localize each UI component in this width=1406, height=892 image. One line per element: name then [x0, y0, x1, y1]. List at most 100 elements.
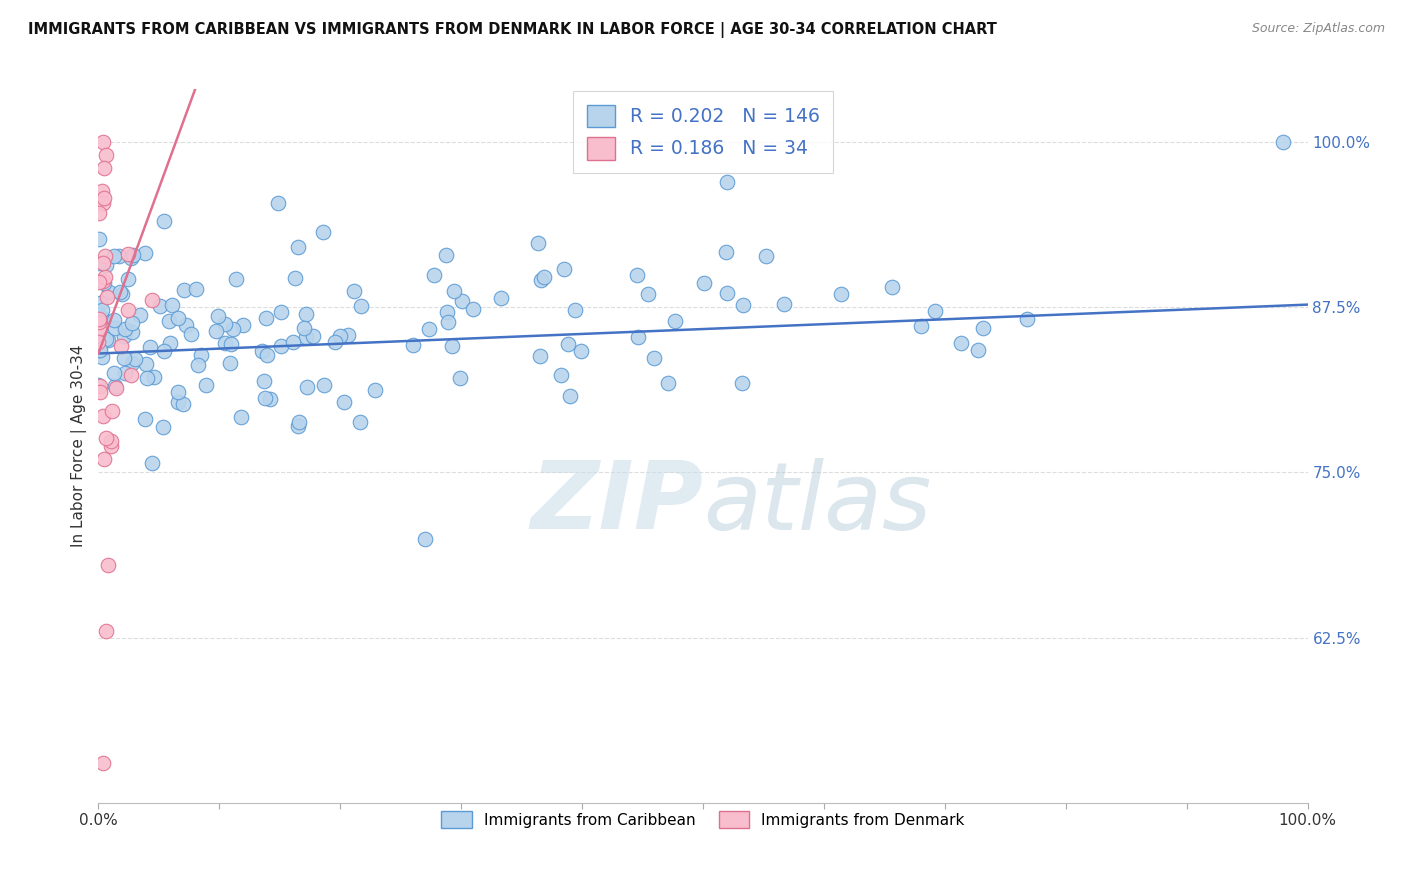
Point [664, 314, 686, 328]
Point [252, 343, 274, 358]
Point [91, 302, 114, 317]
Point [219, 336, 242, 351]
Point [529, 349, 551, 363]
Point [91, 135, 114, 149]
Point [97, 333, 120, 347]
Point [91, 274, 114, 288]
Point [295, 307, 318, 321]
Point [87, 322, 110, 336]
Point [569, 344, 592, 359]
Point [205, 324, 228, 338]
Point [100, 439, 122, 453]
Point [402, 338, 425, 352]
Point [349, 415, 371, 429]
Point [436, 315, 458, 329]
Point [214, 317, 236, 331]
Point [138, 340, 160, 354]
Point [174, 318, 197, 333]
Point [87, 206, 110, 220]
Point [627, 330, 650, 344]
Point [94, 148, 117, 162]
Point [716, 175, 738, 189]
Point [413, 532, 436, 546]
Point [253, 374, 276, 388]
Point [87, 275, 110, 289]
Point [1272, 135, 1295, 149]
Point [560, 389, 582, 403]
Point [443, 284, 465, 298]
Point [152, 343, 174, 358]
Point [101, 404, 124, 418]
Point [91, 310, 114, 325]
Point [924, 304, 946, 318]
Point [87, 256, 110, 270]
Point [167, 310, 190, 325]
Point [323, 334, 346, 349]
Point [121, 247, 143, 261]
Point [1015, 312, 1038, 326]
Point [329, 329, 352, 343]
Point [89, 343, 111, 357]
Point [270, 339, 292, 353]
Point [112, 351, 135, 365]
Text: IMMIGRANTS FROM CARIBBEAN VS IMMIGRANTS FROM DENMARK IN LABOR FORCE | AGE 30-34 : IMMIGRANTS FROM CARIBBEAN VS IMMIGRANTS … [28, 22, 997, 38]
Point [773, 297, 796, 311]
Point [302, 329, 325, 343]
Y-axis label: In Labor Force | Age 30-34: In Labor Force | Age 30-34 [72, 344, 87, 548]
Point [152, 214, 174, 228]
Point [657, 376, 679, 390]
Point [117, 303, 139, 318]
Point [129, 308, 152, 322]
Point [716, 286, 738, 301]
Point [229, 409, 252, 424]
Text: Source: ZipAtlas.com: Source: ZipAtlas.com [1251, 22, 1385, 36]
Point [87, 315, 110, 329]
Point [287, 240, 309, 254]
Point [87, 343, 110, 358]
Point [527, 236, 550, 251]
Point [173, 283, 195, 297]
Point [440, 339, 463, 353]
Point [434, 248, 457, 262]
Point [256, 348, 278, 362]
Legend: Immigrants from Caribbean, Immigrants from Denmark: Immigrants from Caribbean, Immigrants fr… [434, 805, 972, 834]
Point [267, 196, 290, 211]
Point [91, 409, 114, 423]
Point [172, 397, 194, 411]
Point [254, 311, 277, 326]
Point [254, 391, 277, 405]
Point [93, 161, 115, 176]
Point [449, 370, 471, 384]
Point [104, 321, 127, 335]
Point [284, 270, 307, 285]
Point [626, 268, 648, 283]
Point [295, 330, 318, 344]
Point [312, 225, 335, 239]
Point [731, 376, 754, 391]
Point [950, 335, 973, 350]
Point [103, 313, 125, 327]
Point [103, 367, 125, 381]
Text: atlas: atlas [703, 458, 931, 549]
Point [89, 384, 111, 399]
Point [529, 273, 551, 287]
Point [288, 415, 311, 429]
Point [312, 378, 335, 392]
Point [222, 322, 245, 336]
Point [121, 325, 143, 339]
Point [120, 251, 142, 265]
Point [105, 381, 128, 395]
Point [91, 196, 114, 211]
Point [967, 343, 990, 357]
Point [910, 318, 932, 333]
Point [643, 351, 665, 365]
Point [117, 247, 139, 261]
Point [190, 348, 212, 362]
Point [112, 329, 135, 343]
Point [550, 368, 572, 382]
Point [91, 350, 114, 364]
Point [232, 318, 254, 332]
Point [731, 298, 754, 312]
Point [436, 304, 458, 318]
Point [142, 370, 165, 384]
